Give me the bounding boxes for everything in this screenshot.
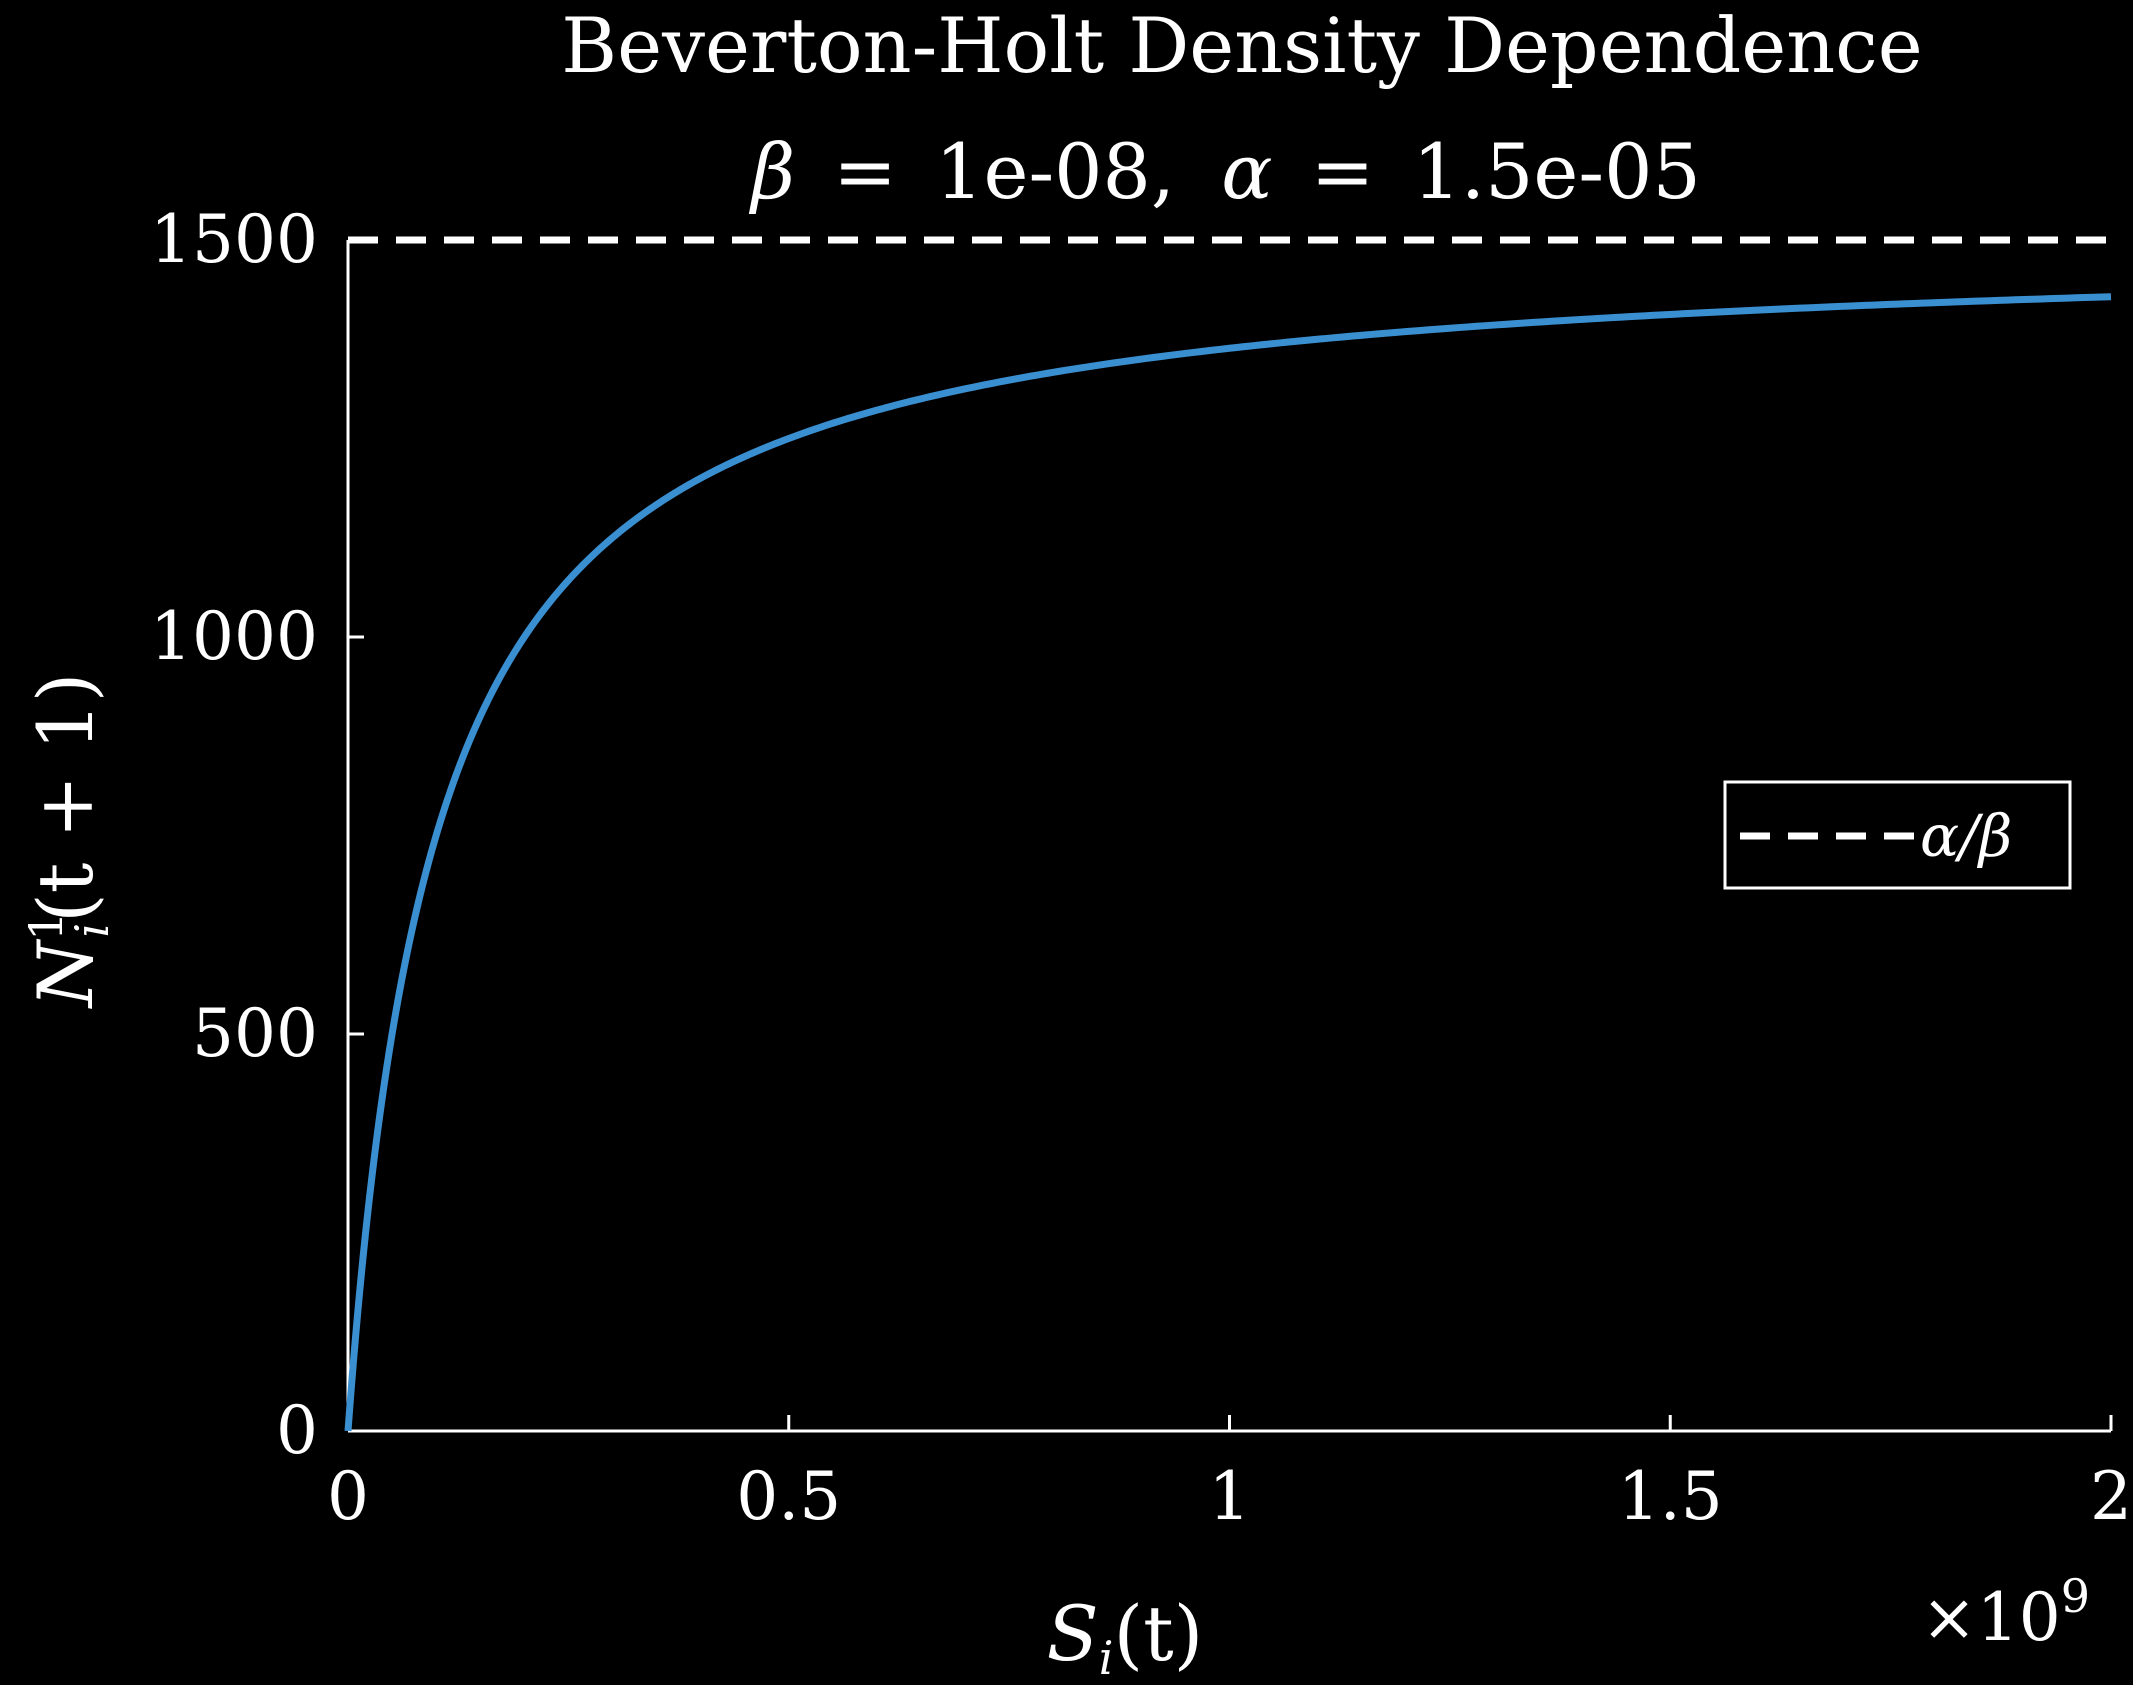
beverton-holt-curve — [344, 293, 2112, 1435]
x-multiplier-exp: 9 — [2061, 1569, 2090, 1623]
x-tick-label: 2 — [2090, 1458, 2132, 1535]
x-multiplier-prefix: ×10 — [1921, 1579, 2060, 1656]
x-tick-label: 1 — [1209, 1458, 1251, 1535]
x-axis-label-sub: i — [1099, 1631, 1114, 1685]
y-axis-label-sub: i — [65, 923, 119, 938]
subtitle-beta-symbol: β — [748, 127, 795, 216]
subtitle-equals-1: = — [833, 127, 897, 216]
legend: α/β — [1723, 780, 2072, 890]
tick-group: 0 0.5 1 1.5 2 0 500 1000 1500 — [150, 201, 2132, 1535]
subtitle-beta-value: 1e-08, — [935, 127, 1175, 216]
x-multiplier: ×109 — [1921, 1569, 2090, 1656]
x-tick-label: 0.5 — [736, 1458, 841, 1535]
subtitle-equals-2: = — [1311, 127, 1375, 216]
legend-label: α/β — [1920, 802, 2012, 870]
x-axis-label-rest: (t) — [1113, 1589, 1203, 1678]
x-tick-label: 0 — [327, 1458, 369, 1535]
x-axis-label-main: S — [1047, 1589, 1099, 1678]
y-tick-label: 1000 — [150, 598, 318, 675]
y-tick-label: 500 — [192, 995, 318, 1072]
y-axis-label-rest: (t + 1) — [21, 673, 110, 923]
chart-title: Beverton-Holt Density Dependence — [561, 1, 1922, 90]
subtitle-alpha-symbol: α — [1221, 127, 1272, 216]
x-axis-label: Si(t) — [1047, 1589, 1204, 1685]
y-tick-label: 1500 — [150, 201, 318, 278]
y-axis-label: N1i(t + 1) — [19, 673, 119, 1010]
y-axis-label-sup: 1 — [19, 912, 73, 941]
y-tick-label: 0 — [276, 1392, 318, 1469]
series-group — [344, 236, 2112, 1435]
subtitle-alpha-value: 1.5e-05 — [1413, 127, 1701, 216]
chart-subtitle: β = 1e-08, α = 1.5e-05 — [748, 127, 1701, 216]
y-axis-label-main: N — [21, 938, 110, 1009]
x-tick-label: 1.5 — [1618, 1458, 1723, 1535]
